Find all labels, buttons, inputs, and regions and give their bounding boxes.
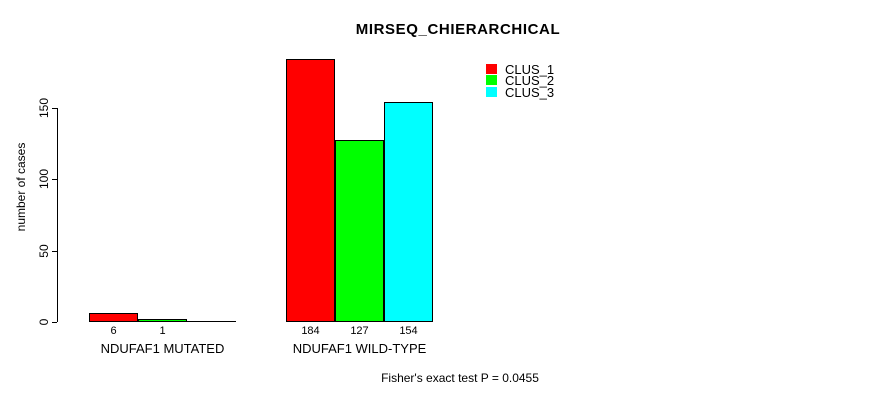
bar-value-label: 154 bbox=[399, 325, 418, 337]
y-tick-label: 50 bbox=[37, 244, 51, 258]
legend-swatch bbox=[486, 64, 497, 74]
bar-value-label: 6 bbox=[110, 325, 117, 337]
legend-swatch bbox=[486, 86, 497, 97]
stat-annotation: Fisher's exact test P = 0.0455 bbox=[381, 371, 539, 385]
y-tick bbox=[52, 179, 57, 180]
y-tick-label: 100 bbox=[37, 168, 51, 190]
bar bbox=[89, 313, 138, 322]
y-axis-line bbox=[57, 108, 58, 322]
y-tick bbox=[52, 251, 57, 252]
legend-label: CLUS_3 bbox=[505, 84, 555, 100]
bar bbox=[138, 319, 187, 322]
legend-label: CLUS_2 bbox=[505, 73, 555, 89]
y-tick-label: 150 bbox=[37, 97, 51, 119]
y-tick bbox=[52, 108, 57, 109]
legend-item: CLUS_2 bbox=[486, 73, 555, 89]
bar bbox=[286, 59, 335, 322]
legend-swatch bbox=[486, 75, 497, 86]
legend-label: CLUS_1 bbox=[505, 62, 555, 77]
bar bbox=[187, 321, 236, 322]
x-group-label: NDUFAF1 WILD-TYPE bbox=[292, 341, 427, 356]
chart-title: MIRSEQ_CHIERARCHICAL bbox=[355, 21, 561, 38]
bar-value-label: 127 bbox=[350, 325, 369, 337]
y-tick bbox=[52, 322, 57, 323]
legend-item: CLUS_1 bbox=[486, 62, 555, 77]
legend-item: CLUS_3 bbox=[486, 84, 555, 100]
x-group-label: NDUFAF1 MUTATED bbox=[100, 341, 225, 356]
bar-value-label: 1 bbox=[159, 325, 166, 337]
bar bbox=[384, 102, 433, 322]
bar bbox=[335, 140, 384, 322]
y-tick-label: 0 bbox=[37, 318, 51, 326]
bar-value-label: 184 bbox=[301, 325, 320, 337]
